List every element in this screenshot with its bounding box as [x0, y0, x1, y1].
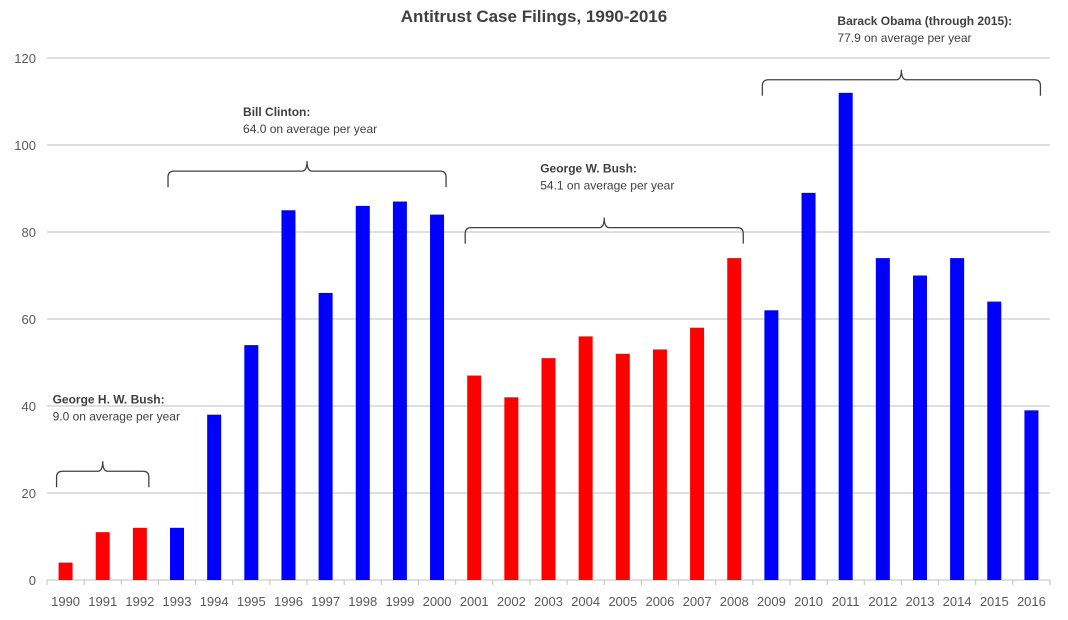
x-tick-label: 2014 — [943, 594, 972, 609]
bar-2012 — [875, 258, 890, 580]
y-tick-label: 100 — [14, 138, 36, 153]
bar-2014 — [950, 258, 965, 580]
bar-2003 — [541, 358, 556, 580]
x-tick-label: 2000 — [423, 594, 452, 609]
x-tick-label: 2016 — [1017, 594, 1046, 609]
bar-1991 — [95, 532, 110, 580]
annotation-name: Bill Clinton: — [243, 105, 310, 119]
bar-2013 — [912, 275, 927, 580]
chart-title: Antitrust Case Filings, 1990-2016 — [401, 7, 667, 26]
x-tick-label: 1992 — [125, 594, 154, 609]
x-tick-label: 2001 — [460, 594, 489, 609]
y-tick-label: 20 — [22, 486, 36, 501]
annotation-average: 77.9 on average per year — [837, 31, 971, 45]
x-tick-label: 2011 — [832, 594, 860, 609]
x-tick-label: 1998 — [348, 594, 377, 609]
bar-2002 — [504, 397, 519, 580]
x-tick-label: 1995 — [237, 594, 266, 609]
x-tick-label: 2013 — [906, 594, 935, 609]
x-tick-label: 2006 — [645, 594, 674, 609]
bar-1992 — [132, 527, 147, 580]
x-tick-label: 2012 — [868, 594, 897, 609]
x-tick-label: 2007 — [683, 594, 712, 609]
x-tick-label: 1991 — [88, 594, 117, 609]
bar-1997 — [318, 292, 333, 580]
bar-2006 — [652, 349, 667, 580]
bar-2016 — [1024, 410, 1039, 580]
annotation-average: 54.1 on average per year — [540, 179, 674, 193]
y-tick-label: 120 — [14, 51, 36, 66]
brace-1 — [167, 161, 447, 188]
x-tick-label: 1993 — [163, 594, 192, 609]
x-tick-label: 1999 — [385, 594, 414, 609]
bar-2004 — [578, 336, 593, 580]
bar-2010 — [801, 192, 816, 580]
brace-3 — [761, 69, 1042, 96]
bar-2007 — [690, 327, 705, 580]
bar-1999 — [392, 201, 407, 581]
bar-2009 — [764, 310, 779, 580]
annotation-average: 9.0 on average per year — [53, 409, 180, 423]
x-tick-label: 1997 — [311, 594, 340, 609]
y-tick-label: 0 — [29, 573, 36, 588]
x-tick-label: 2005 — [608, 594, 637, 609]
x-tick-label: 1994 — [200, 594, 229, 609]
x-tick-label: 1996 — [274, 594, 303, 609]
y-tick-label: 80 — [22, 225, 36, 240]
x-tick-label: 2002 — [497, 594, 526, 609]
x-tick-label: 2008 — [720, 594, 749, 609]
x-tick-label: 2004 — [571, 594, 600, 609]
x-tick-label: 2003 — [534, 594, 563, 609]
bar-2001 — [467, 375, 482, 580]
annotation-name: George W. Bush: — [540, 162, 637, 176]
bar-1993 — [170, 527, 185, 580]
x-tick-label: 1990 — [51, 594, 80, 609]
bar-1998 — [355, 205, 370, 580]
brace-2 — [464, 217, 744, 244]
y-tick-label: 60 — [22, 312, 36, 327]
bar-2000 — [430, 214, 445, 580]
brace-0 — [55, 461, 150, 488]
bar-2005 — [615, 353, 630, 580]
x-tick-label: 2010 — [794, 594, 823, 609]
bar-2008 — [727, 258, 742, 580]
y-tick-label: 40 — [22, 399, 36, 414]
bar-2011 — [838, 92, 853, 581]
annotation-name: George H. W. Bush: — [53, 392, 165, 406]
bar-1990 — [58, 562, 73, 580]
bar-2015 — [987, 301, 1002, 580]
bar-1996 — [281, 210, 296, 580]
annotation-average: 64.0 on average per year — [243, 122, 377, 136]
annotation-name: Barack Obama (through 2015): — [837, 14, 1012, 28]
bar-1995 — [244, 345, 259, 580]
bar-1994 — [207, 414, 222, 580]
x-tick-label: 2015 — [980, 594, 1009, 609]
x-tick-label: 2009 — [757, 594, 786, 609]
